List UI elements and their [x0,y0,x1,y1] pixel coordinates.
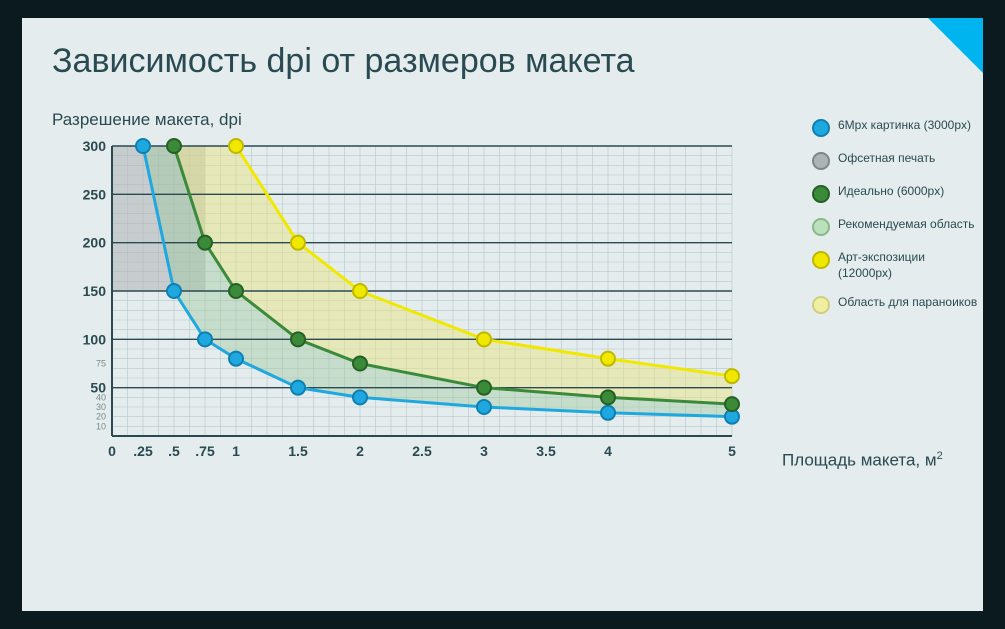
x-axis-label-sup: 2 [937,450,943,462]
legend-item: Офсетная печать [812,151,982,170]
svg-text:40: 40 [96,392,106,402]
svg-text:0: 0 [108,443,116,459]
svg-text:20: 20 [96,412,106,422]
legend-item: 6Mpx картинка (3000px) [812,118,982,137]
legend-label: Арт-экспозиции (12000px) [838,250,982,281]
legend: 6Mpx картинка (3000px) Офсетная печать Иде… [812,118,982,328]
legend-swatch [812,152,830,170]
legend-swatch [812,251,830,269]
chart-container: 5010015020025030010203040750.25.5.7511.5… [52,138,752,473]
page-title: Зависимость dpi от размеров макета [52,42,635,81]
svg-text:300: 300 [83,138,107,154]
svg-text:5: 5 [728,443,736,459]
svg-text:3: 3 [480,443,488,459]
legend-item: Рекомендуемая область [812,217,982,236]
svg-text:.5: .5 [168,443,180,459]
legend-swatch [812,185,830,203]
x-axis-label: Площадь макета, м2 [782,450,943,471]
legend-swatch [812,218,830,236]
svg-text:2: 2 [356,443,364,459]
svg-text:1.5: 1.5 [288,443,308,459]
chart-svg: 5010015020025030010203040750.25.5.7511.5… [52,138,752,468]
svg-text:150: 150 [83,283,107,299]
svg-text:3.5: 3.5 [536,443,556,459]
svg-text:200: 200 [83,235,107,251]
legend-label: Область для параноиков [838,295,977,311]
svg-text:30: 30 [96,402,106,412]
svg-text:2.5: 2.5 [412,443,432,459]
legend-label: Идеально (6000px) [838,184,944,200]
svg-text:.75: .75 [195,443,215,459]
y-axis-label: Разрешение макета, dpi [52,110,242,130]
svg-text:250: 250 [83,186,107,202]
legend-label: 6Mpx картинка (3000px) [838,118,971,134]
x-axis-label-text: Площадь макета, м [782,451,937,470]
legend-swatch [812,296,830,314]
svg-text:4: 4 [604,443,612,459]
corner-accent [928,18,983,73]
svg-text:75: 75 [96,359,106,369]
svg-text:100: 100 [83,331,107,347]
legend-label: Офсетная печать [838,151,935,167]
svg-text:10: 10 [96,421,106,431]
legend-swatch [812,119,830,137]
legend-label: Рекомендуемая область [838,217,975,233]
svg-text:1: 1 [232,443,240,459]
legend-item: Арт-экспозиции (12000px) [812,250,982,281]
slide: Зависимость dpi от размеров макета Разре… [22,18,983,611]
legend-item: Идеально (6000px) [812,184,982,203]
svg-text:.25: .25 [133,443,153,459]
legend-item: Область для параноиков [812,295,982,314]
